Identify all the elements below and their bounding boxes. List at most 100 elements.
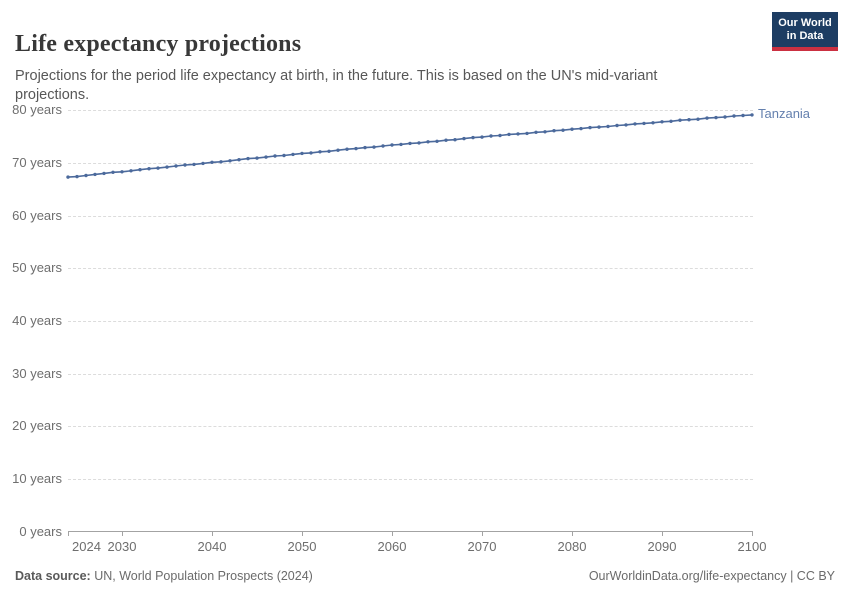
x-axis-line	[68, 531, 753, 532]
data-point-marker	[84, 173, 88, 178]
data-point-marker	[435, 139, 439, 143]
data-point-marker	[624, 123, 628, 127]
y-axis-tick-label: 30 years	[12, 365, 62, 381]
series-entity-label: Tanzania	[758, 106, 811, 121]
data-point-marker	[669, 119, 673, 124]
data-source-note: Data source: UN, World Population Prospe…	[15, 569, 313, 583]
y-axis-tick-label: 60 years	[12, 207, 62, 223]
data-source-text: UN, World Population Prospects (2024)	[90, 569, 313, 583]
data-point-marker	[516, 132, 520, 136]
data-point-marker	[237, 158, 241, 162]
data-point-marker	[102, 171, 106, 176]
data-point-marker	[345, 147, 349, 151]
data-point-marker	[561, 128, 565, 132]
data-point-marker	[525, 131, 529, 136]
data-point-marker	[678, 118, 682, 122]
horizontal-gridline	[68, 268, 753, 270]
data-point-marker	[588, 125, 592, 130]
owid-license-link[interactable]: OurWorldinData.org/life-expectancy | CC …	[588, 569, 835, 583]
data-point-marker	[543, 130, 547, 134]
data-point-marker	[597, 125, 601, 129]
data-point-marker	[552, 129, 556, 133]
data-point-marker	[363, 145, 367, 150]
data-point-marker	[642, 121, 646, 126]
horizontal-gridline	[68, 426, 753, 428]
data-point-marker	[687, 118, 691, 122]
data-point-marker	[426, 140, 430, 144]
data-point-marker	[381, 144, 385, 148]
y-axis-tick-label: 70 years	[12, 154, 62, 170]
horizontal-gridline	[68, 320, 753, 322]
data-point-marker	[255, 156, 259, 160]
y-axis-tick-label: 40 years	[12, 312, 62, 328]
page-title: Life expectancy projections	[15, 31, 302, 58]
owid-logo: Our World in Data	[772, 12, 838, 51]
x-axis-tick	[392, 532, 393, 536]
data-point-marker	[309, 151, 313, 155]
data-point-marker	[336, 148, 340, 152]
data-point-marker	[633, 122, 637, 126]
x-axis-tick-label: 2050	[287, 539, 317, 554]
data-point-marker	[111, 170, 115, 174]
data-point-marker	[714, 115, 718, 120]
data-point-marker	[570, 127, 574, 131]
y-axis-tick-label: 0 years	[19, 523, 62, 539]
data-point-marker	[390, 143, 394, 147]
series-line-tanzania	[67, 114, 753, 178]
x-axis-tick-label: 2060	[377, 539, 407, 554]
data-point-marker	[174, 164, 178, 168]
data-point-marker	[471, 135, 475, 140]
data-point-marker	[417, 141, 421, 145]
data-point-marker	[408, 141, 412, 146]
data-point-marker	[291, 152, 295, 157]
y-axis-tick-label: 10 years	[12, 470, 62, 486]
data-point-marker	[138, 168, 142, 172]
data-point-marker	[399, 142, 403, 147]
x-axis-tick	[662, 532, 663, 536]
data-point-marker	[66, 175, 70, 179]
owid-logo-line2: in Data	[786, 30, 824, 42]
chart-subtitle: Projections for the period life expectan…	[15, 67, 658, 103]
data-source-label: Data source:	[15, 569, 91, 583]
data-point-marker	[615, 123, 619, 128]
data-point-marker	[696, 117, 700, 121]
x-axis-tick-label: 2024	[72, 539, 101, 554]
horizontal-gridline	[68, 162, 753, 164]
data-point-marker	[300, 151, 304, 156]
x-axis-tick	[482, 532, 483, 536]
data-point-marker	[93, 172, 97, 177]
horizontal-gridline	[68, 110, 753, 112]
data-point-marker	[156, 166, 160, 170]
data-point-marker	[354, 146, 358, 151]
x-axis-tick-label: 2030	[107, 539, 137, 554]
horizontal-gridline	[68, 215, 753, 217]
data-point-marker	[273, 154, 277, 158]
x-axis-tick-label: 2070	[467, 539, 497, 554]
data-point-marker	[372, 145, 376, 149]
data-point-marker	[129, 169, 133, 173]
data-point-marker	[651, 121, 655, 125]
data-point-marker	[489, 134, 493, 138]
data-point-marker	[462, 136, 466, 141]
data-point-marker	[147, 167, 151, 171]
data-point-marker	[480, 135, 484, 139]
data-point-marker	[498, 133, 502, 138]
data-point-marker	[318, 150, 322, 154]
x-axis-tick	[68, 532, 69, 536]
x-axis-tick-label: 2090	[647, 539, 677, 554]
y-axis-tick-label: 50 years	[12, 260, 62, 276]
data-point-marker	[444, 138, 448, 142]
data-point-marker	[705, 116, 709, 120]
horizontal-gridline	[68, 478, 753, 480]
x-axis-tick-label: 2080	[557, 539, 587, 554]
data-point-marker	[282, 153, 286, 158]
data-point-marker	[741, 113, 745, 118]
data-point-marker	[579, 126, 583, 131]
data-point-marker	[453, 138, 457, 142]
x-axis-tick	[752, 532, 753, 536]
x-axis-tick	[302, 532, 303, 536]
x-axis-tick	[122, 532, 123, 536]
